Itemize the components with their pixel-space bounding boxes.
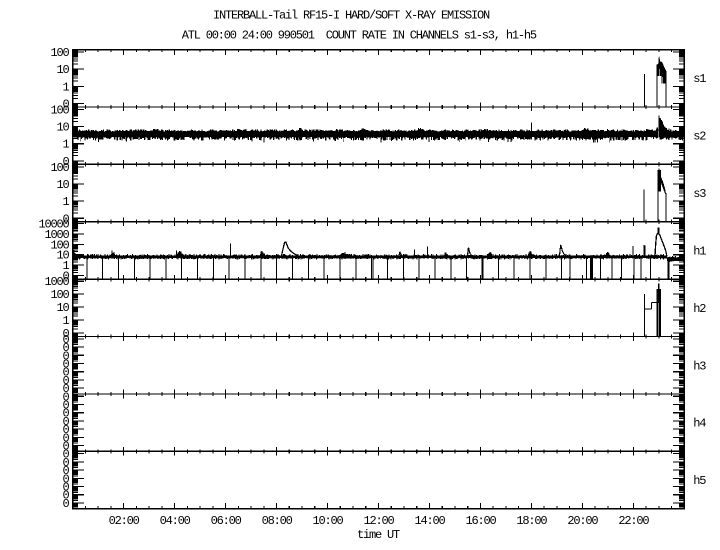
svg-text:10: 10	[56, 249, 69, 263]
svg-text:16:00: 16:00	[465, 514, 496, 528]
svg-text:0: 0	[62, 374, 69, 388]
svg-text:10: 10	[56, 63, 69, 77]
svg-text:0: 0	[62, 97, 69, 111]
svg-text:08:00: 08:00	[262, 514, 293, 528]
svg-text:1000: 1000	[44, 228, 69, 242]
svg-text:10: 10	[56, 301, 69, 315]
svg-text:14:00: 14:00	[414, 514, 445, 528]
svg-text:0: 0	[62, 481, 69, 495]
svg-text:10: 10	[56, 121, 69, 135]
svg-text:20:00: 20:00	[567, 514, 598, 528]
svg-text:100: 100	[50, 238, 69, 252]
svg-text:0: 0	[62, 440, 69, 454]
svg-text:1: 1	[62, 195, 69, 209]
svg-text:100: 100	[50, 103, 69, 117]
svg-text:100: 100	[50, 46, 69, 60]
svg-text:1: 1	[62, 314, 69, 328]
svg-text:0: 0	[62, 390, 69, 404]
svg-text:0: 0	[62, 399, 69, 413]
svg-text:100: 100	[50, 161, 69, 175]
svg-text:12:00: 12:00	[363, 514, 394, 528]
svg-text:0: 0	[62, 448, 69, 462]
svg-text:1: 1	[62, 138, 69, 152]
svg-text:06:00: 06:00	[211, 514, 242, 528]
svg-text:h2: h2	[693, 302, 706, 316]
svg-text:1000: 1000	[44, 275, 69, 289]
svg-text:0: 0	[62, 269, 69, 283]
svg-text:0: 0	[62, 327, 69, 341]
svg-text:time UT: time UT	[357, 528, 400, 542]
svg-text:1: 1	[62, 259, 69, 273]
svg-text:0: 0	[62, 155, 69, 169]
svg-text:0: 0	[62, 423, 69, 437]
svg-text:h3: h3	[693, 359, 706, 373]
svg-text:0: 0	[62, 497, 69, 511]
svg-text:100: 100	[50, 288, 69, 302]
svg-text:s1: s1	[693, 72, 706, 86]
svg-text:18:00: 18:00	[516, 514, 547, 528]
svg-text:0: 0	[62, 464, 69, 478]
svg-text:0: 0	[62, 407, 69, 421]
svg-text:0: 0	[62, 382, 69, 396]
svg-text:0: 0	[62, 472, 69, 486]
svg-text:10000: 10000	[38, 218, 69, 232]
svg-text:h1: h1	[693, 244, 706, 258]
svg-text:10: 10	[56, 178, 69, 192]
svg-text:0: 0	[62, 349, 69, 363]
svg-text:02:00: 02:00	[109, 514, 140, 528]
svg-text:s2: s2	[693, 130, 706, 144]
svg-text:22:00: 22:00	[618, 514, 649, 528]
svg-text:04:00: 04:00	[160, 514, 191, 528]
svg-text:h5: h5	[693, 474, 706, 488]
svg-text:1: 1	[62, 80, 69, 94]
svg-text:0: 0	[62, 341, 69, 355]
svg-text:INTERBALL-Tail RF15-I HARD/SOF: INTERBALL-Tail RF15-I HARD/SOFT X-RAY EM…	[213, 9, 490, 23]
svg-text:0: 0	[62, 489, 69, 503]
svg-text:0: 0	[62, 358, 69, 372]
svg-text:ATL 00:00 24:00 990501 COUNT: ATL 00:00 24:00 990501 COUNT RATE IN CHA…	[182, 29, 537, 43]
svg-text:0: 0	[62, 366, 69, 380]
svg-text:0: 0	[62, 456, 69, 470]
svg-text:0: 0	[62, 431, 69, 445]
svg-text:0: 0	[62, 212, 69, 226]
svg-text:s3: s3	[693, 187, 706, 201]
svg-text:0: 0	[62, 333, 69, 347]
svg-text:10:00: 10:00	[312, 514, 343, 528]
svg-text:h4: h4	[693, 417, 706, 431]
svg-text:0: 0	[62, 415, 69, 429]
